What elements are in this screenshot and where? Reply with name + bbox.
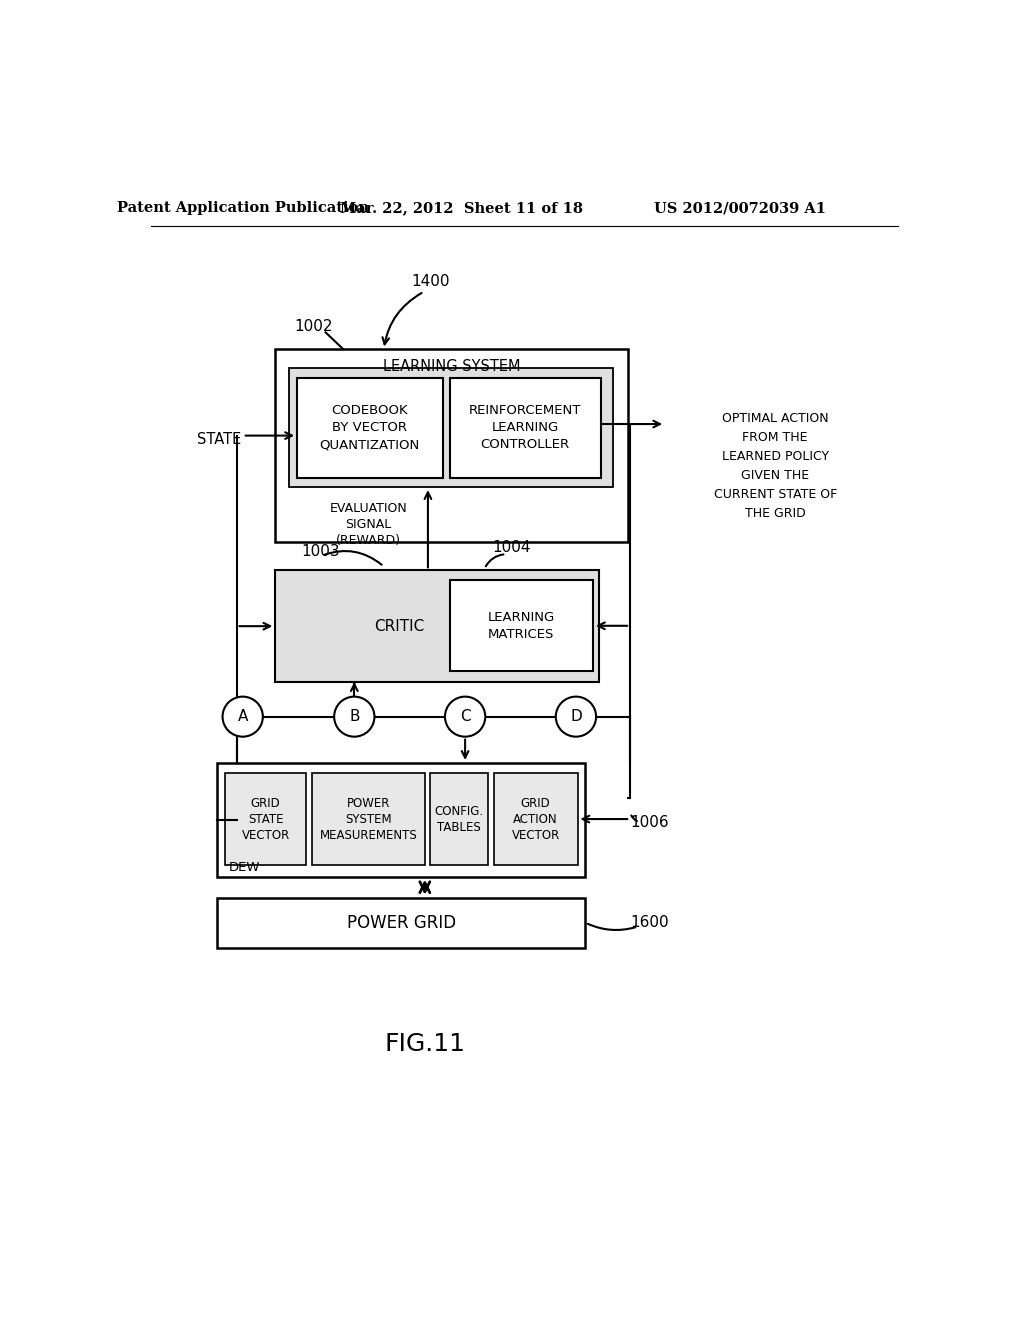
Circle shape <box>445 697 485 737</box>
Circle shape <box>334 697 375 737</box>
Text: Patent Application Publication: Patent Application Publication <box>117 202 369 215</box>
Text: B: B <box>349 709 359 725</box>
Bar <box>450 581 593 671</box>
Bar <box>275 570 599 682</box>
Text: STATE: STATE <box>198 432 242 447</box>
Text: LEARNING
MATRICES: LEARNING MATRICES <box>487 611 555 640</box>
Bar <box>450 378 601 478</box>
Text: Mar. 22, 2012  Sheet 11 of 18: Mar. 22, 2012 Sheet 11 of 18 <box>340 202 583 215</box>
Bar <box>312 774 425 866</box>
Text: 1002: 1002 <box>295 318 333 334</box>
Text: POWER
SYSTEM
MEASUREMENTS: POWER SYSTEM MEASUREMENTS <box>319 796 418 842</box>
Text: DEW: DEW <box>228 861 260 874</box>
Bar <box>297 378 442 478</box>
Bar <box>225 774 306 866</box>
Bar <box>289 368 613 487</box>
Text: D: D <box>570 709 582 725</box>
Text: CONFIG.
TABLES: CONFIG. TABLES <box>435 805 484 833</box>
Bar <box>217 763 586 876</box>
Bar <box>275 350 628 543</box>
Text: A: A <box>238 709 248 725</box>
Text: REINFORCEMENT
LEARNING
CONTROLLER: REINFORCEMENT LEARNING CONTROLLER <box>469 404 582 451</box>
Text: FIG.11: FIG.11 <box>384 1032 465 1056</box>
Circle shape <box>222 697 263 737</box>
Circle shape <box>556 697 596 737</box>
Text: 1006: 1006 <box>630 814 669 830</box>
Text: US 2012/0072039 A1: US 2012/0072039 A1 <box>654 202 826 215</box>
Text: LEARNING SYSTEM: LEARNING SYSTEM <box>383 359 520 374</box>
Text: GRID
ACTION
VECTOR: GRID ACTION VECTOR <box>512 796 560 842</box>
Text: EVALUATION
SIGNAL
(REWARD): EVALUATION SIGNAL (REWARD) <box>330 502 408 546</box>
Text: POWER GRID: POWER GRID <box>347 913 456 932</box>
Bar <box>494 774 578 866</box>
Text: CODEBOOK
BY VECTOR
QUANTIZATION: CODEBOOK BY VECTOR QUANTIZATION <box>319 404 420 451</box>
Text: CRITIC: CRITIC <box>374 619 424 634</box>
Bar <box>217 898 586 948</box>
Text: OPTIMAL ACTION
FROM THE
LEARNED POLICY
GIVEN THE
CURRENT STATE OF
THE GRID: OPTIMAL ACTION FROM THE LEARNED POLICY G… <box>714 412 837 520</box>
Text: 1004: 1004 <box>493 540 530 554</box>
Text: 1400: 1400 <box>411 275 450 289</box>
Text: GRID
STATE
VECTOR: GRID STATE VECTOR <box>242 796 290 842</box>
Text: 1003: 1003 <box>301 544 339 558</box>
Bar <box>430 774 488 866</box>
Text: C: C <box>460 709 470 725</box>
Text: 1600: 1600 <box>630 915 669 931</box>
